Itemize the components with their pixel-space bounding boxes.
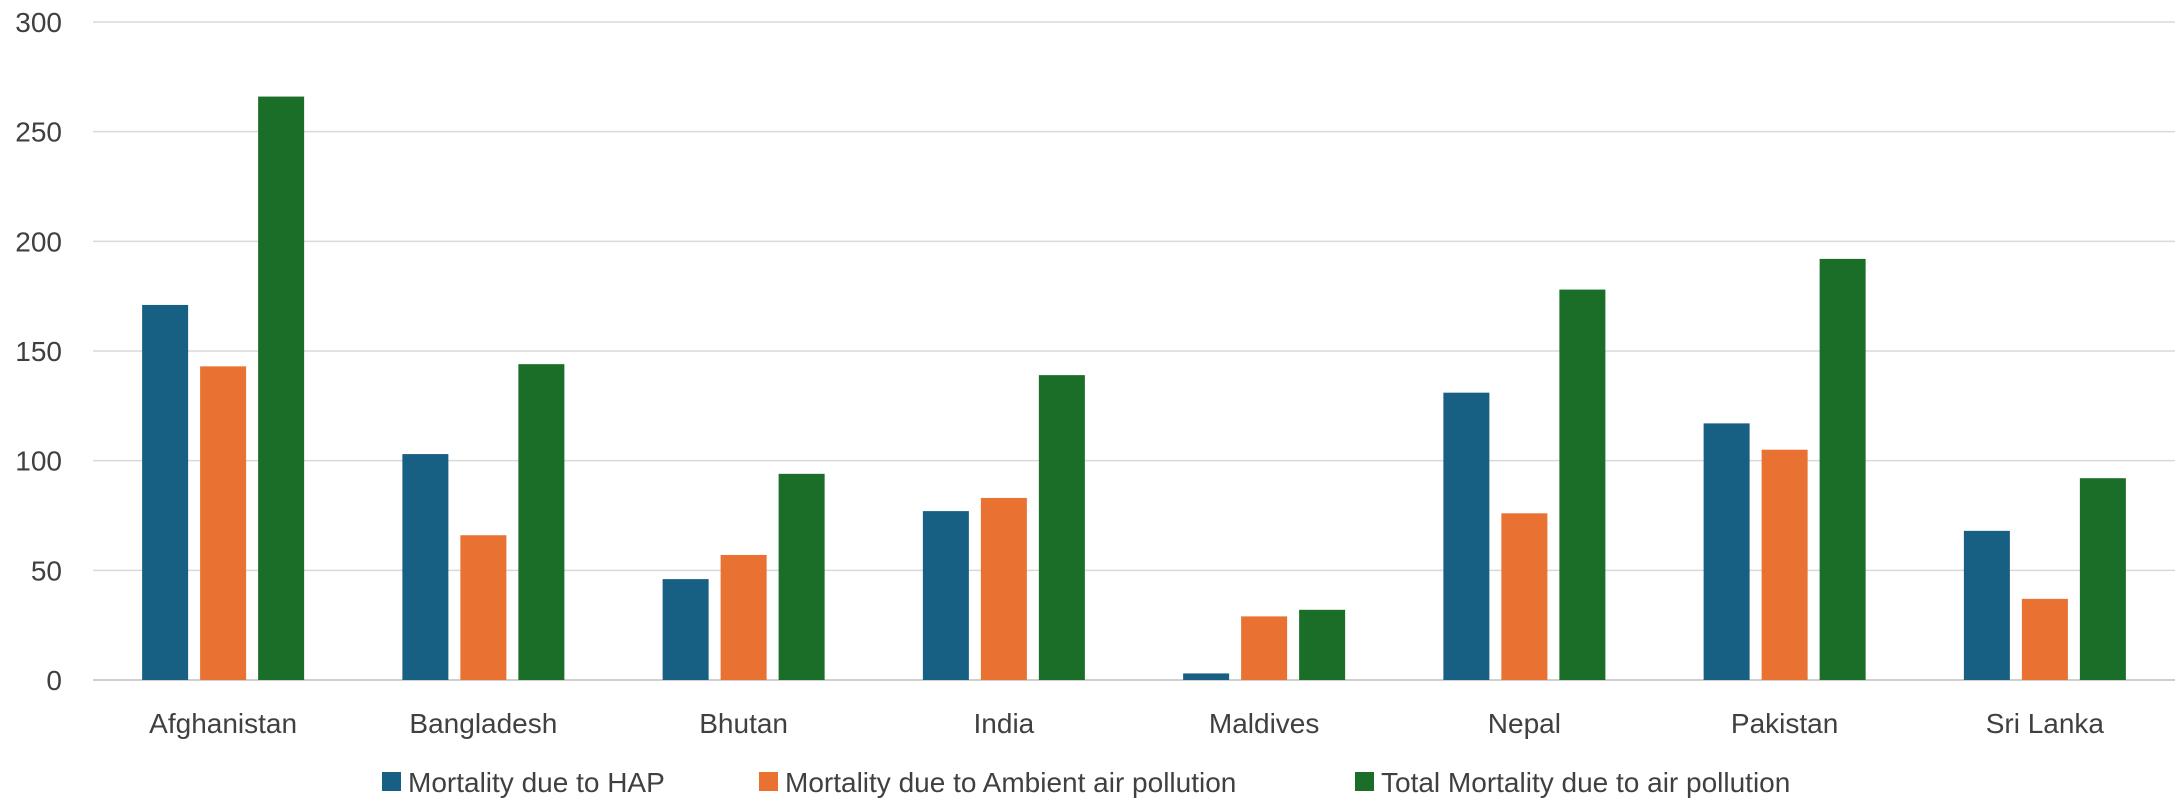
bar-maldives-series-3 (1299, 609, 1346, 680)
bar-afghanistan-series-1 (142, 304, 189, 680)
x-tick-label: Maldives (1209, 708, 1319, 739)
bar-maldives-series-1 (1183, 673, 1230, 680)
bar-bangladesh-series-1 (402, 454, 449, 680)
x-tick-label: Afghanistan (149, 708, 297, 739)
x-tick-label: India (974, 708, 1035, 739)
bar-pakistan-series-1 (1703, 423, 1750, 680)
legend-label: Mortality due to Ambient air pollution (785, 767, 1236, 798)
bar-sri-lanka-series-1 (1963, 530, 2010, 680)
legend-swatch (759, 772, 778, 791)
y-tick-label: 50 (31, 555, 62, 586)
x-tick-label: Bhutan (699, 708, 788, 739)
y-tick-label: 150 (15, 336, 62, 367)
y-tick-label: 250 (15, 117, 62, 148)
y-tick-label: 300 (15, 7, 62, 38)
bar-bangladesh-series-2 (460, 535, 507, 680)
y-axis: 0 50 100 150 200 250 300 (15, 7, 62, 696)
x-tick-label: Nepal (1488, 708, 1561, 739)
bar-nepal-series-3 (1559, 289, 1606, 680)
bar-india-series-3 (1038, 375, 1085, 680)
legend-label: Total Mortality due to air pollution (1381, 767, 1790, 798)
bar-india-series-2 (980, 497, 1027, 680)
y-tick-label: 100 (15, 446, 62, 477)
y-tick-label: 0 (46, 665, 62, 696)
bar-maldives-series-2 (1241, 616, 1288, 680)
legend-swatch (382, 772, 401, 791)
bar-bhutan-series-1 (662, 579, 709, 680)
x-tick-label: Pakistan (1731, 708, 1838, 739)
y-tick-label: 200 (15, 226, 62, 257)
x-axis: Afghanistan Bangladesh Bhutan India Maldives… (149, 708, 2104, 739)
x-tick-label: Bangladesh (409, 708, 557, 739)
legend: Mortality due to HAP Mortality due to Amb… (382, 767, 1790, 798)
bar-bhutan-series-2 (720, 554, 767, 680)
bar-afghanistan-series-3 (258, 96, 305, 680)
bar-sri-lanka-series-2 (2021, 598, 2068, 680)
bar-bhutan-series-3 (778, 473, 825, 680)
bar-pakistan-series-2 (1761, 449, 1808, 680)
bar-sri-lanka-series-3 (2079, 478, 2126, 680)
bar-pakistan-series-3 (1819, 258, 1866, 680)
bar-nepal-series-2 (1501, 513, 1548, 680)
bars (142, 96, 2126, 680)
bar-afghanistan-series-2 (200, 366, 247, 680)
bar-nepal-series-1 (1443, 392, 1490, 680)
x-tick-label: Sri Lanka (1986, 708, 2105, 739)
bar-bangladesh-series-3 (518, 364, 565, 680)
legend-swatch (1355, 772, 1374, 791)
bar-india-series-1 (922, 511, 969, 680)
legend-label: Mortality due to HAP (408, 767, 665, 798)
